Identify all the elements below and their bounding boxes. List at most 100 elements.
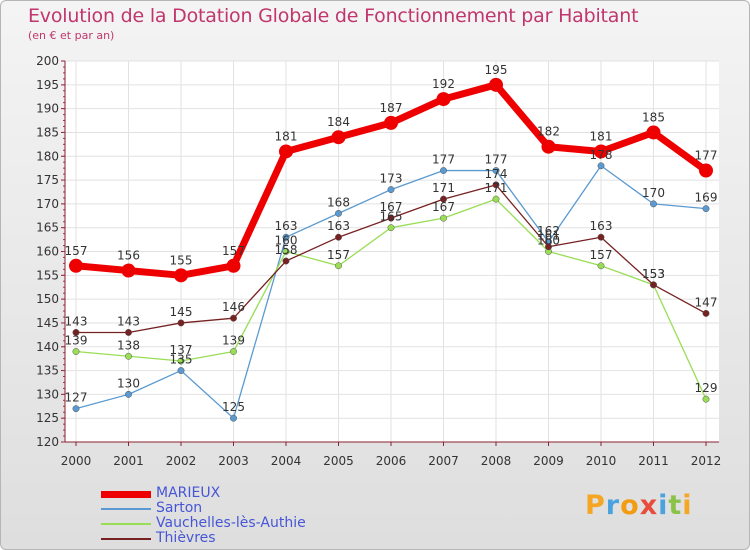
data-label: 195 (485, 63, 508, 77)
y-tick-label: 135 (36, 364, 59, 378)
x-tick-label: 2004 (271, 454, 302, 468)
data-point (597, 233, 605, 241)
legend-item: Thièvres (101, 530, 361, 546)
data-label: 177 (432, 153, 455, 167)
y-tick-label: 150 (36, 292, 59, 306)
x-tick-label: 2010 (586, 454, 617, 468)
x-tick-label: 2002 (166, 454, 197, 468)
data-label: 147 (695, 295, 718, 309)
y-tick-label: 170 (36, 197, 59, 211)
legend: MARIEUX Sarton Vauchelles-lès-Authie Thièvr… (101, 485, 361, 546)
y-tick-label: 160 (36, 245, 59, 259)
y-tick-label: 175 (36, 173, 59, 187)
data-label: 168 (327, 195, 350, 209)
y-tick-label: 155 (36, 268, 59, 282)
x-tick-label: 2001 (113, 454, 144, 468)
data-point (699, 163, 713, 178)
legend-label: Thièvres (156, 530, 216, 546)
data-point (702, 309, 710, 317)
legend-label: MARIEUX (156, 485, 221, 501)
data-point (282, 233, 290, 241)
data-point (440, 214, 447, 222)
x-tick-label: 2005 (323, 454, 354, 468)
data-label: 177 (695, 149, 718, 163)
data-point (440, 195, 447, 203)
data-label: 153 (642, 267, 665, 281)
y-tick-label: 180 (36, 149, 59, 163)
x-tick-label: 2008 (481, 454, 512, 468)
y-tick-label: 200 (36, 54, 59, 68)
legend-swatch (101, 538, 151, 540)
data-label: 174 (485, 167, 508, 181)
data-label: 127 (65, 391, 88, 405)
data-point (492, 181, 500, 189)
data-point (125, 329, 132, 336)
axes: 120 125 130 135 140 145 150 155 160 165 170 175 180 1… (36, 54, 721, 468)
x-tick-label: 2007 (428, 454, 459, 468)
data-labels: 127 130 135 125 163 168 173 177 177 162 178 170 169 1… (65, 63, 718, 414)
data-label: 173 (380, 172, 403, 186)
data-label: 192 (432, 77, 455, 91)
data-label: 158 (275, 243, 298, 257)
data-point (597, 262, 605, 270)
data-label: 167 (380, 200, 403, 214)
data-point (541, 139, 556, 154)
chart-subtitle: (en € et par an) (28, 29, 115, 42)
data-label: 160 (275, 234, 298, 248)
x-tick-label: 2011 (638, 454, 669, 468)
data-label: 185 (642, 110, 665, 124)
data-point (335, 233, 342, 241)
data-point (174, 268, 188, 283)
data-label: 160 (537, 234, 560, 248)
data-label: 167 (432, 200, 455, 214)
data-point (125, 352, 132, 360)
legend-item: Vauchelles-lès-Authie (101, 515, 361, 531)
data-label: 129 (695, 381, 718, 395)
data-label: 169 (695, 191, 718, 205)
data-label: 178 (590, 148, 613, 162)
data-label: 125 (222, 400, 245, 414)
data-point (279, 144, 293, 159)
data-point (436, 92, 451, 107)
data-point (384, 115, 398, 130)
data-point (177, 367, 185, 375)
data-label: 181 (275, 129, 298, 143)
data-label: 135 (170, 353, 193, 367)
data-point (492, 195, 500, 203)
data-point (492, 167, 500, 174)
y-tick-label: 120 (36, 435, 59, 449)
data-label: 157 (327, 248, 350, 262)
data-point (489, 77, 503, 92)
y-tick-label: 145 (36, 316, 59, 330)
data-label: 184 (327, 115, 350, 129)
data-label: 137 (170, 343, 193, 357)
legend-label: Vauchelles-lès-Authie (156, 515, 306, 531)
data-point (594, 144, 608, 159)
data-point (545, 243, 552, 251)
legend-item: MARIEUX (101, 485, 361, 501)
data-point (335, 262, 342, 270)
brand-logo: Proxiti (585, 490, 693, 521)
legend-swatch (101, 491, 151, 498)
data-point (121, 263, 136, 278)
data-label: 157 (222, 244, 245, 258)
data-point (282, 248, 290, 255)
data-point (597, 162, 605, 170)
chart-title: Evolution de la Dotation Globale de Fonc… (28, 5, 639, 27)
data-point (177, 319, 185, 327)
y-tick-label: 185 (36, 125, 59, 139)
data-label: 187 (380, 101, 403, 115)
data-label: 165 (380, 210, 403, 224)
data-point (335, 209, 342, 217)
data-point (230, 348, 237, 355)
y-tick-label: 195 (36, 78, 59, 92)
data-label: 139 (65, 334, 88, 348)
data-point (282, 257, 290, 265)
legend-label: Sarton (156, 500, 203, 516)
data-point (125, 390, 132, 398)
data-point (650, 200, 657, 208)
data-point (226, 258, 241, 273)
data-label: 171 (485, 181, 508, 195)
